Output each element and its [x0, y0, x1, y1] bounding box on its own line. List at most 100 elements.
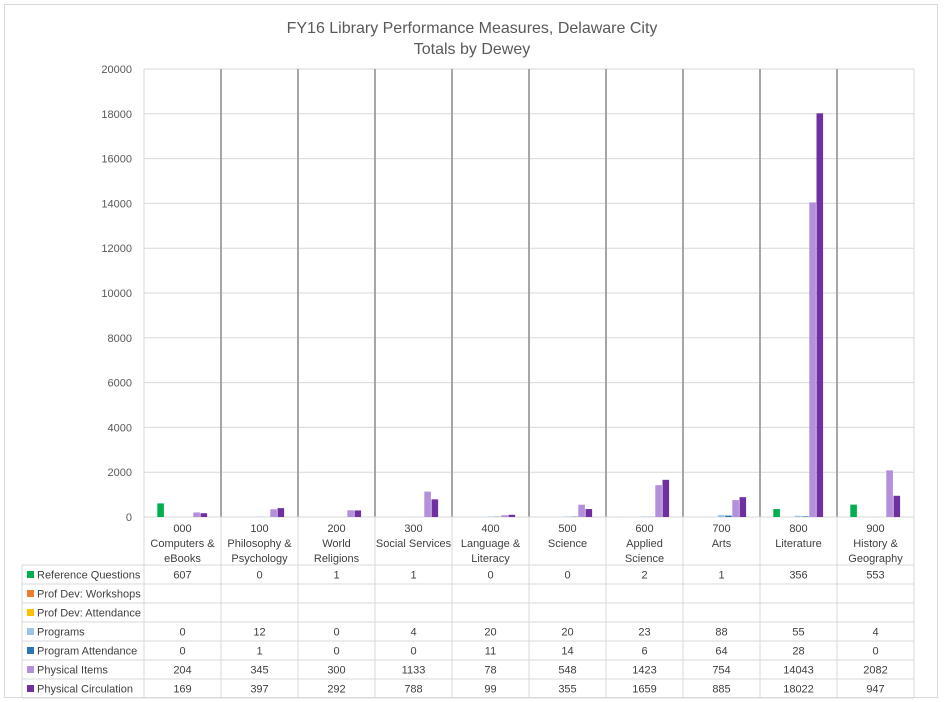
bar-physical-circulation — [508, 514, 516, 517]
category-label: History & — [853, 538, 898, 550]
legend-key-programs — [27, 628, 34, 635]
category-label: Language & — [461, 538, 521, 550]
data-label: 18022 — [783, 684, 814, 696]
data-label: 0 — [179, 646, 185, 658]
legend-label: Program Attendance — [37, 646, 137, 658]
data-label: 4 — [410, 627, 416, 639]
category-label: Social Services — [376, 538, 452, 550]
bar-program-attendance — [802, 516, 809, 517]
y-tick-label: 16000 — [101, 154, 132, 166]
category-label: Geography — [848, 553, 903, 565]
data-label: 11 — [485, 646, 496, 658]
y-tick-label: 8000 — [108, 333, 132, 345]
bar-reference-questions — [773, 509, 780, 517]
data-label: 0 — [256, 570, 262, 582]
y-tick-label: 4000 — [108, 422, 132, 434]
data-label: 2 — [641, 570, 647, 582]
legend-label: Physical Items — [37, 665, 108, 677]
bar-program-attendance — [725, 515, 732, 517]
data-label: 1 — [410, 570, 416, 582]
y-tick-label: 6000 — [108, 378, 132, 390]
data-label: 55 — [792, 627, 804, 639]
category-label: Psychology — [231, 553, 288, 565]
category-label: Computers & — [150, 538, 215, 550]
legend-label: Prof Dev: Workshops — [37, 589, 141, 601]
bar-physical-circulation — [431, 499, 439, 517]
chart-subtitle: Totals by Dewey — [413, 41, 531, 58]
data-label: 23 — [638, 627, 650, 639]
data-label: 4 — [872, 627, 878, 639]
y-tick-label: 0 — [126, 512, 132, 524]
data-label: 300 — [327, 665, 345, 677]
data-label: 1 — [256, 646, 262, 658]
category-label: 800 — [789, 523, 807, 535]
category-label: Literacy — [471, 553, 510, 565]
bar-physical-items — [655, 485, 662, 517]
category-label: 700 — [712, 523, 730, 535]
data-label: 885 — [712, 684, 730, 696]
category-label: World — [322, 538, 351, 550]
legend-label: Physical Circulation — [37, 684, 133, 696]
data-label: 292 — [327, 684, 345, 696]
y-tick-label: 10000 — [101, 288, 132, 300]
data-label: 355 — [558, 684, 576, 696]
bar-physical-items — [578, 504, 585, 517]
data-label: 20 — [484, 627, 496, 639]
data-label: 947 — [866, 684, 884, 696]
data-label: 1423 — [632, 665, 656, 677]
bar-physical-items — [347, 510, 354, 517]
bar-physical-circulation — [200, 513, 208, 517]
data-label: 0 — [872, 646, 878, 658]
data-label: 788 — [404, 684, 422, 696]
category-label: 400 — [481, 523, 499, 535]
category-label: 600 — [635, 523, 653, 535]
bar-programs — [794, 515, 802, 517]
category-label: 500 — [558, 523, 576, 535]
data-label: 78 — [484, 665, 496, 677]
data-label: 6 — [641, 646, 647, 658]
data-label: 14 — [561, 646, 573, 658]
data-label: 754 — [712, 665, 730, 677]
data-label: 20 — [561, 627, 573, 639]
data-label: 0 — [333, 646, 339, 658]
legend-key-reference-questions — [27, 571, 34, 578]
data-label: 0 — [333, 627, 339, 639]
bar-programs — [717, 515, 725, 517]
data-label: 345 — [250, 665, 268, 677]
data-label: 99 — [484, 684, 496, 696]
data-label: 1 — [333, 570, 339, 582]
legend-key-prof-dev-workshops — [27, 590, 34, 597]
data-label: 204 — [173, 665, 191, 677]
bar-physical-circulation — [354, 510, 362, 517]
category-label: 900 — [866, 523, 884, 535]
chart-title-main: FY16 Library Performance Measures, Delaw… — [286, 20, 658, 37]
category-label: Arts — [712, 538, 732, 550]
data-label: 397 — [250, 684, 268, 696]
category-label: Science — [625, 553, 664, 565]
category-label: 100 — [250, 523, 268, 535]
category-label: Science — [548, 538, 587, 550]
bar-physical-items — [732, 500, 739, 517]
bar-physical-items — [424, 491, 431, 517]
data-label: 0 — [564, 570, 570, 582]
data-label: 0 — [410, 646, 416, 658]
data-label: 1 — [718, 570, 724, 582]
category-label: Religions — [314, 553, 360, 565]
category-label: Philosophy & — [227, 538, 292, 550]
bar-physical-circulation — [893, 495, 901, 517]
bar-physical-circulation — [585, 509, 593, 517]
data-label: 553 — [866, 570, 884, 582]
data-label: 548 — [558, 665, 576, 677]
bar-physical-items — [501, 515, 508, 517]
bar-physical-circulation — [277, 508, 285, 517]
legend-label: Programs — [37, 627, 85, 639]
category-label: 300 — [404, 523, 422, 535]
data-label: 169 — [173, 684, 191, 696]
bar-physical-circulation — [662, 479, 670, 517]
data-label: 607 — [173, 570, 191, 582]
legend-key-prof-dev-attendance — [27, 609, 34, 616]
data-label: 64 — [715, 646, 727, 658]
chart-title: FY16 Library Performance Measures, Delaw… — [0, 18, 944, 60]
category-label: Applied — [626, 538, 663, 550]
